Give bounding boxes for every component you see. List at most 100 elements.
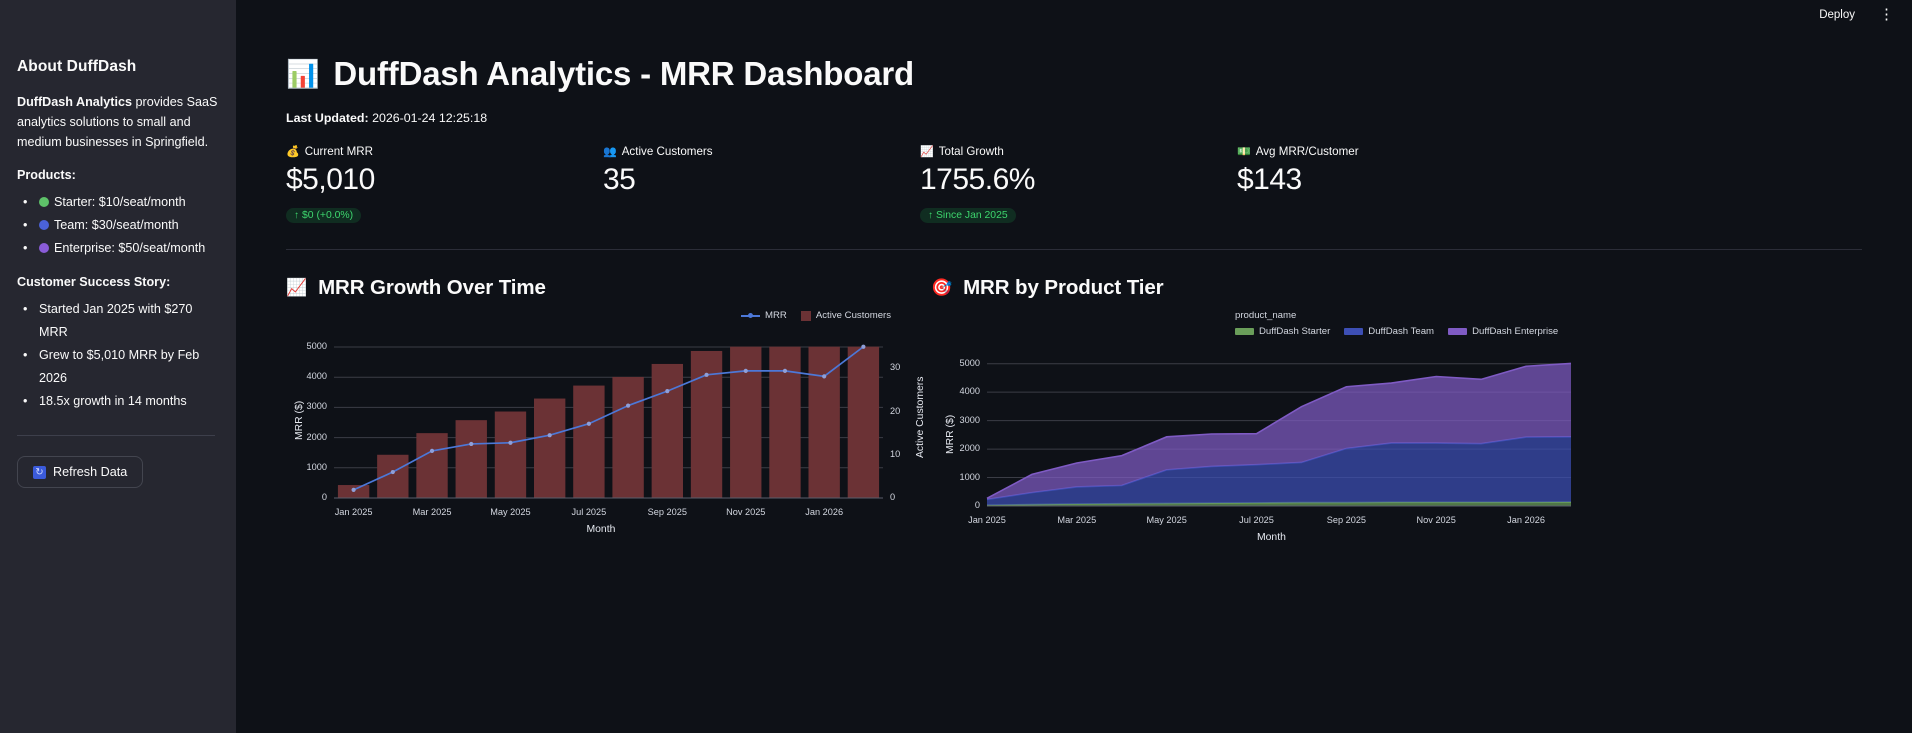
sidebar-intro-rest: provides SaaS analytics solutions to sma… (17, 95, 218, 149)
metric-label-text: Current MRR (304, 145, 373, 158)
metric-delta-text: Since Jan 2025 (936, 210, 1008, 221)
legend-item-0[interactable]: DuffDash Starter (1235, 326, 1330, 337)
metric-value: 1755.6% (920, 163, 1035, 196)
mrr-by-tier-plot[interactable]: 0 1000 2000 3000 4000 5000 Jan 2025 Mar 2025 May… (931, 310, 1591, 575)
x-axis-tick: May 2025 (1146, 515, 1187, 525)
y-axis-tick: 1000 (306, 461, 327, 472)
enterprise-color-dot (39, 243, 49, 253)
product-label: Starter: $10/seat/month (54, 195, 186, 209)
metric-label: 💰 Current MRR (286, 145, 603, 158)
legend-color-swatch (1344, 328, 1364, 335)
status-badge: ↑ $0 (+0.0%) (286, 208, 362, 223)
sidebar-heading: About DuffDash (17, 58, 137, 75)
page-title-text: DuffDash Analytics - MRR Dashboard (333, 55, 914, 92)
metric-delta-text: $0 (+0.0%) (302, 210, 354, 221)
product-label: Enterprise: $50/seat/month (54, 241, 206, 255)
y-axis-tick: 5000 (306, 341, 327, 352)
last-updated: Last Updated: 2026-01-24 12:25:18 (286, 111, 1862, 125)
last-updated-label: Last Updated: (286, 111, 369, 125)
x-axis-tick: May 2025 (490, 507, 531, 517)
y-axis-tick: 2000 (306, 431, 327, 442)
chart-card-mrr-growth: 📈 MRR Growth Over Time 0 1000 2000 3000 4000… (286, 276, 926, 575)
chart-legend: DuffDash Starter DuffDash Team DuffDash En… (1235, 326, 1558, 337)
legend-color-swatch (1448, 328, 1468, 335)
list-item: Team: $30/seat/month (17, 214, 219, 237)
y-axis-tick: 1000 (959, 471, 980, 482)
legend-line-swatch (741, 312, 760, 318)
list-item: Starter: $10/seat/month (17, 191, 219, 214)
team-color-dot (39, 220, 49, 230)
metric-total-growth: 📈 Total Growth 1755.6% ↑ Since Jan 2025 (920, 145, 1237, 223)
x-axis-tick: Jan 2025 (334, 507, 373, 517)
chart-legend: MRR Active Customers (741, 310, 891, 321)
deploy-button[interactable]: Deploy (1813, 5, 1861, 25)
y2-axis-tick: 0 (890, 492, 896, 502)
y-axis-tick: 3000 (959, 414, 980, 425)
chart-increasing-icon: 📈 (920, 145, 934, 158)
top-toolbar: Deploy ⋮ (1813, 0, 1912, 30)
metric-avg-mrr-per-customer: 💵 Avg MRR/Customer $143 (1237, 145, 1554, 223)
page-title: 📊 DuffDash Analytics - MRR Dashboard (286, 55, 1862, 93)
x-axis-title: Month (586, 524, 616, 535)
refresh-data-label: Refresh Data (53, 465, 128, 479)
y2-axis-title: Active Customers (915, 376, 926, 458)
chart-title-text: MRR Growth Over Time (318, 276, 546, 299)
charts-row: 📈 MRR Growth Over Time 0 1000 2000 3000 4000… (286, 276, 1862, 575)
metric-label: 📈 Total Growth (920, 145, 1237, 158)
y2-axis-tick: 30 (890, 362, 901, 373)
metric-value: $5,010 (286, 163, 375, 196)
sidebar-story-list: Started Jan 2025 with $270 MRR Grew to $… (17, 298, 219, 413)
sidebar-divider (17, 435, 215, 436)
legend-label: Active Customers (815, 310, 892, 321)
banknote-icon: 💵 (1237, 145, 1251, 158)
legend-item-mrr[interactable]: MRR (741, 310, 787, 321)
x-axis-tick: Jul 2025 (1239, 515, 1274, 525)
y-axis-tick: 2000 (959, 443, 980, 454)
last-updated-value: 2026-01-24 12:25:18 (372, 111, 488, 125)
legend-item-active-customers[interactable]: Active Customers (800, 310, 892, 321)
metric-label: 💵 Avg MRR/Customer (1237, 145, 1554, 158)
y-axis-title: MRR ($) (945, 414, 956, 454)
list-item: Enterprise: $50/seat/month (17, 237, 219, 260)
y-axis-tick: 4000 (306, 371, 327, 382)
legend-item-1[interactable]: DuffDash Team (1344, 326, 1434, 337)
target-icon: 🎯 (931, 278, 953, 298)
status-badge: ↑ Since Jan 2025 (920, 208, 1016, 223)
chart-title: 📈 MRR Growth Over Time (286, 276, 923, 300)
legend-color-swatch (1235, 328, 1254, 335)
list-item: Started Jan 2025 with $270 MRR (17, 298, 219, 344)
page-content: 📊 DuffDash Analytics - MRR Dashboard Las… (236, 0, 1912, 575)
legend-label: DuffDash Team (1368, 326, 1435, 337)
y-axis-tick: 0 (974, 500, 980, 510)
x-axis-tick: Mar 2025 (412, 507, 452, 517)
sidebar-intro: DuffDash Analytics provides SaaS analyti… (17, 92, 219, 152)
y2-axis-tick: 20 (890, 405, 901, 416)
x-axis-tick: Jan 2026 (805, 507, 844, 517)
x-axis-title: Month (1257, 532, 1286, 543)
y-axis-tick: 5000 (959, 357, 980, 368)
metric-active-customers: 👥 Active Customers 35 (603, 145, 920, 223)
refresh-data-button[interactable]: ↻ Refresh Data (17, 456, 144, 488)
legend-item-2[interactable]: DuffDash Enterprise (1448, 326, 1558, 337)
legend-label: MRR (765, 310, 787, 321)
metric-label-text: Total Growth (938, 145, 1004, 158)
arrow-up-icon: ↑ (928, 210, 933, 221)
users-icon: 👥 (603, 145, 617, 158)
sidebar-intro-bold: DuffDash Analytics (17, 95, 132, 109)
legend-box-swatch (800, 310, 811, 321)
money-bag-icon: 💰 (286, 145, 300, 158)
chart-title: 🎯 MRR by Product Tier (931, 276, 1591, 300)
x-axis-tick: Sep 2025 (1326, 515, 1367, 525)
y-axis-tick: 3000 (306, 401, 327, 412)
sidebar-products-list: Starter: $10/seat/month Team: $30/seat/m… (17, 191, 219, 260)
starter-color-dot (39, 197, 49, 207)
metric-label-text: Active Customers (621, 145, 713, 158)
x-axis-tick: Jul 2025 (571, 507, 607, 517)
legend-title: product_name (1235, 310, 1297, 321)
chart-title-text: MRR by Product Tier (963, 276, 1164, 299)
overflow-menu-icon[interactable]: ⋮ (1875, 7, 1898, 22)
metric-value: 35 (603, 163, 636, 196)
mrr-growth-plot[interactable]: 0 1000 2000 3000 4000 5000 0 10 20 30 Jan 2025 Mar … (286, 310, 926, 555)
chart-card-mrr-by-tier: 🎯 MRR by Product Tier 0 1000 2000 3000 4000 5… (931, 276, 1591, 575)
